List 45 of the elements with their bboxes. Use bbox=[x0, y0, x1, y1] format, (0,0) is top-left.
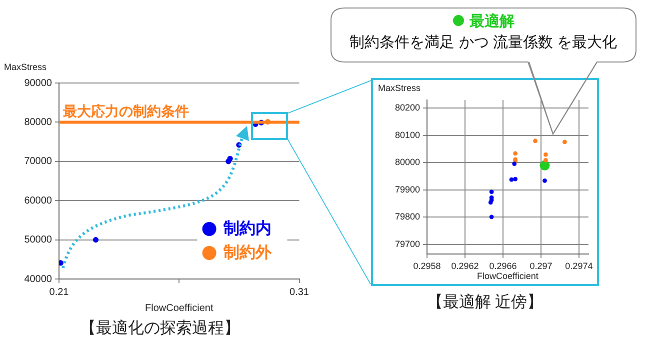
y-tick-label: 90000 bbox=[24, 78, 52, 89]
y-tick-label: 70000 bbox=[24, 156, 52, 168]
y-tick-label: 80000 bbox=[24, 116, 52, 128]
x-tick-label: 0.2966 bbox=[489, 260, 517, 271]
point bbox=[512, 162, 517, 166]
point bbox=[489, 214, 494, 220]
y-tick-label: 79900 bbox=[394, 184, 420, 194]
y-tick-label: 50000 bbox=[24, 234, 52, 246]
point bbox=[488, 200, 493, 205]
legend-label: 制約外 bbox=[222, 243, 272, 262]
y-tick-label: 79700 bbox=[394, 238, 420, 249]
x-tick-label: 0.31 bbox=[290, 286, 310, 298]
x-tick-label: 0.21 bbox=[49, 286, 70, 298]
y-tick-label: 60000 bbox=[24, 195, 52, 206]
point bbox=[544, 152, 548, 157]
x-tick-label: 0.297 bbox=[530, 260, 552, 271]
point bbox=[540, 160, 550, 170]
point bbox=[59, 260, 64, 266]
point bbox=[544, 158, 548, 162]
point bbox=[562, 140, 567, 144]
x-tick-label: 0.2962 bbox=[451, 260, 479, 271]
text: 制約条件を満足 かつ 流量係数 を最大化 bbox=[348, 33, 618, 52]
x-axis-title: FlowCoefficient bbox=[477, 271, 539, 282]
y-axis-title: MaxStress bbox=[4, 62, 48, 72]
y-tick-label: 80100 bbox=[394, 130, 420, 140]
x-axis-title: FlowCoefficient bbox=[145, 302, 214, 314]
y-tick-label: 79800 bbox=[394, 212, 420, 222]
ref-line-label: 最大応力の制約条件 bbox=[62, 103, 189, 120]
point bbox=[227, 156, 233, 162]
text: 【最適解 近傍】 bbox=[426, 292, 544, 313]
point bbox=[513, 176, 518, 182]
point bbox=[513, 151, 518, 156]
point bbox=[533, 138, 538, 144]
point bbox=[542, 178, 547, 183]
y-axis-title: MaxStress bbox=[378, 82, 422, 93]
y-tick-label: 80200 bbox=[394, 102, 420, 113]
y-tick-label: 40000 bbox=[24, 274, 52, 285]
text: 【最適化の探索過程】 bbox=[79, 318, 241, 339]
x-tick-label: 0.2974 bbox=[565, 260, 593, 271]
legend-label: 最適解 bbox=[468, 12, 516, 31]
x-tick-label: 0.2958 bbox=[413, 260, 441, 271]
legend-label: 制約内 bbox=[222, 219, 272, 238]
point bbox=[489, 190, 494, 194]
point bbox=[92, 237, 99, 243]
y-tick-label: 80000 bbox=[394, 157, 420, 168]
